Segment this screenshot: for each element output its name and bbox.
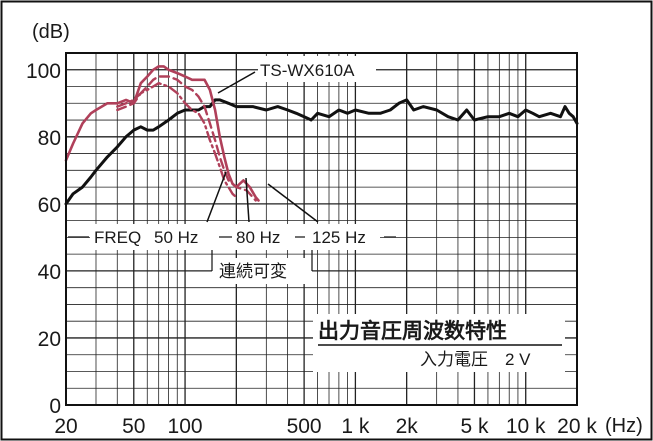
chart-subtitle: 入力電圧 2 V (420, 350, 531, 369)
x-tick-label: 50 (122, 415, 145, 438)
x-tick-label: 10 k (506, 415, 546, 438)
x-axis-unit-label: (Hz) (605, 415, 643, 437)
x-tick-label: 20 (54, 415, 77, 438)
freq-label: FREQ (94, 228, 141, 247)
series-layer (66, 66, 577, 204)
continuous-label: 連続可変 (219, 262, 287, 281)
chart-title: 出力音圧周波数特性 (318, 319, 507, 343)
x-tick-label: 20 k (557, 415, 597, 438)
x-tick-label: 5 k (460, 415, 489, 438)
y-tick-label: 20 (38, 328, 61, 351)
freq-125-label: 125 Hz (312, 228, 366, 247)
x-tick-label: 2k (396, 415, 419, 438)
x-tick-label: 100 (168, 415, 203, 438)
freq-leader-125 (268, 184, 318, 222)
x-tick-label: 1 k (341, 415, 370, 438)
x-tick-label: 500 (287, 415, 322, 438)
y-axis-unit-label: (dB) (32, 21, 70, 43)
model-label: TS-WX610A (260, 61, 355, 80)
y-tick-label: 60 (38, 194, 61, 217)
y-tick-label: 80 (38, 127, 61, 150)
y-tick-label: 0 (49, 395, 61, 418)
freq-50-label: 50 Hz (154, 228, 198, 247)
freq-80-label: 80 Hz (236, 228, 280, 247)
freq-leader-50 (207, 172, 226, 222)
series-line-solid-black (66, 100, 577, 204)
y-tick-label: 40 (38, 261, 61, 284)
y-tick-label: 100 (26, 60, 61, 83)
